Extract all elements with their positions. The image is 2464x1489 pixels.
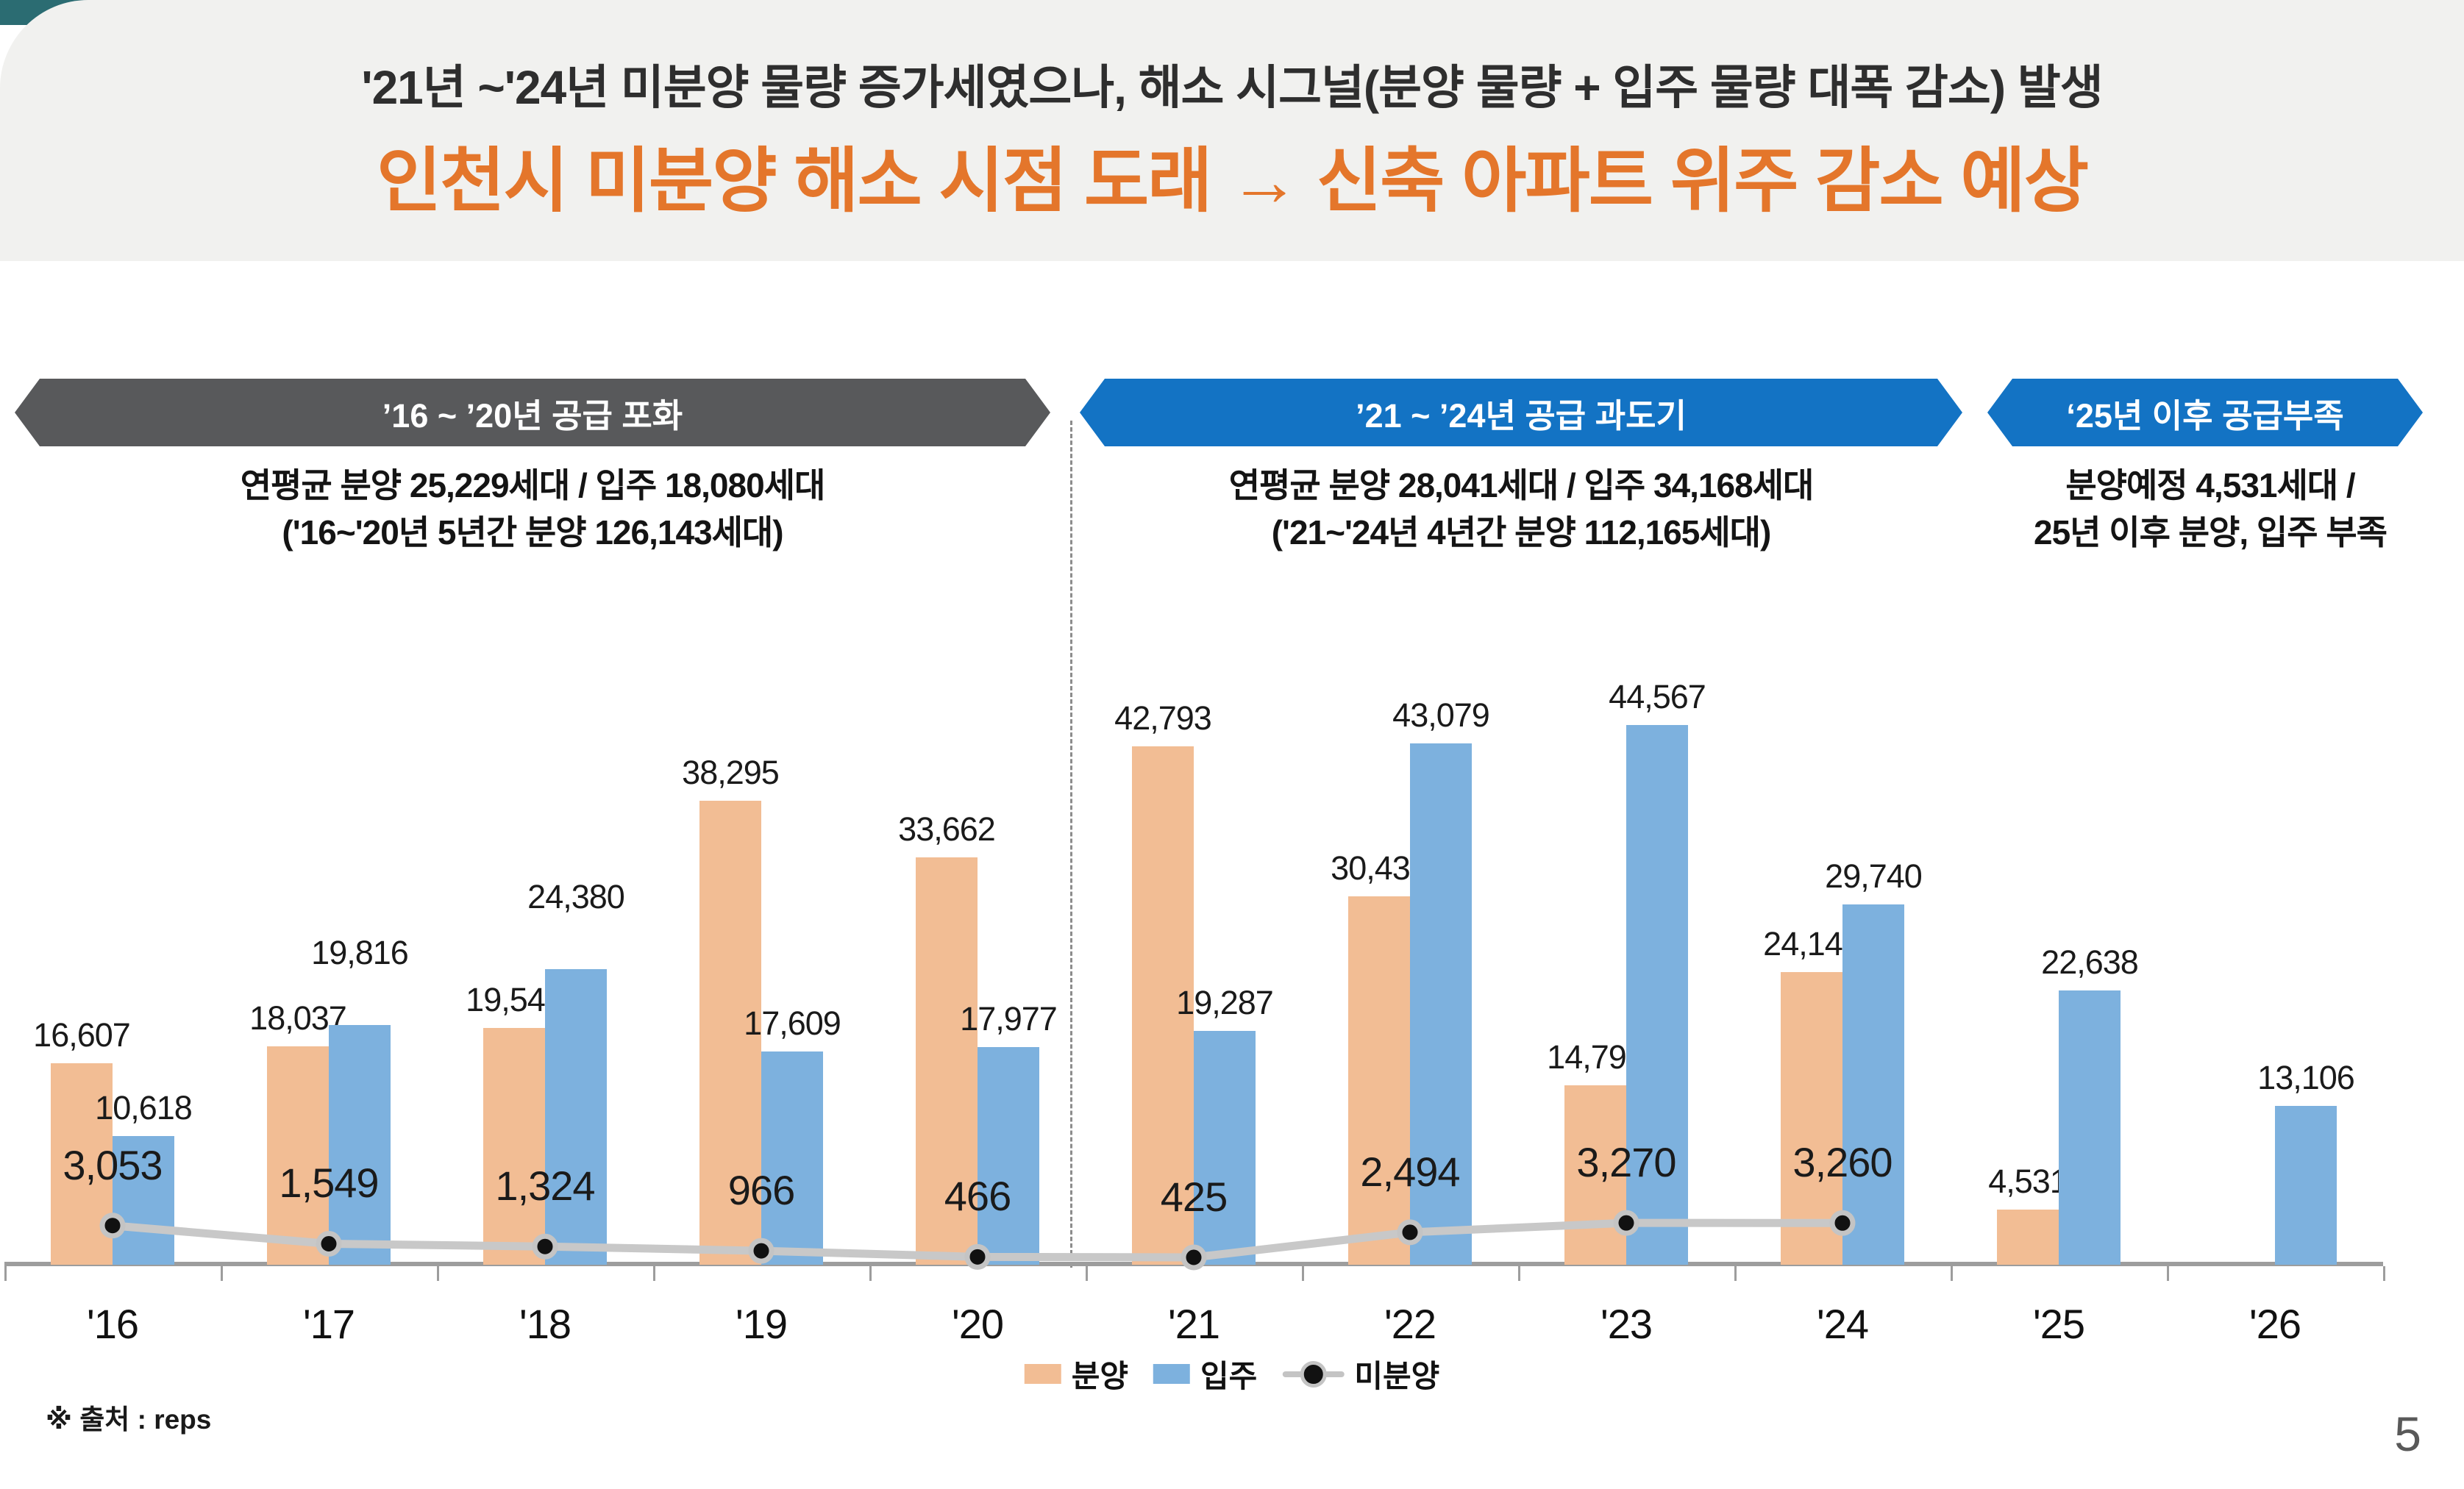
bar-ipju [2059, 990, 2121, 1265]
legend-line-icon [1282, 1360, 1345, 1388]
x-axis-label: '17 [303, 1301, 355, 1347]
bar-bunyang [1132, 746, 1194, 1265]
x-axis-tick [437, 1266, 439, 1281]
x-axis-label: '24 [1817, 1301, 1869, 1347]
bar-value-label: 16,607 [33, 1016, 131, 1054]
x-axis-label: '26 [2249, 1301, 2301, 1347]
banner-supply-saturation: ’16 ~ ’20년 공급 포화 [15, 379, 1050, 446]
period-divider-dashed-line [1070, 421, 1072, 1268]
banner-subtitle-3: 분양예정 4,531세대 / 25년 이후 분양, 입주 부족 [1956, 462, 2464, 556]
bar-ipju [545, 969, 607, 1265]
x-axis-tick [1518, 1266, 1520, 1281]
banner-subtitle-2: 연평균 분양 28,041세대 / 입주 34,168세대 ('21~'24년 … [1080, 462, 1962, 556]
x-axis-label: '25 [2033, 1301, 2085, 1347]
bar-bunyang [1997, 1210, 2059, 1265]
x-axis-tick [1951, 1266, 1953, 1281]
subtitle-line: 연평균 분양 28,041세대 / 입주 34,168세대 [1228, 466, 1815, 504]
banner-label: ’16 ~ ’20년 공급 포화 [382, 396, 683, 435]
x-axis-tick [2383, 1266, 2385, 1281]
bar-ipju [1842, 904, 1904, 1265]
x-axis-label: '20 [952, 1301, 1004, 1347]
bar-value-label: 4,531 [1988, 1163, 2068, 1201]
bar-value-label: 19,816 [311, 933, 409, 971]
line-value-label: 3,053 [63, 1141, 163, 1188]
bar-ipju [761, 1051, 823, 1265]
bar-value-label: 42,793 [1114, 699, 1212, 738]
subtitle-line: 연평균 분양 25,229세대 / 입주 18,080세대 [240, 466, 826, 504]
x-axis-tick [653, 1266, 655, 1281]
x-axis-label: '23 [1600, 1301, 1653, 1347]
bar-value-label: 33,662 [898, 810, 996, 848]
bar-value-label: 44,567 [1609, 678, 1706, 715]
banner-supply-shortage: ‘25년 이후 공급부족 [1987, 379, 2423, 446]
line-value-label: 1,324 [495, 1163, 595, 1210]
legend-swatch [1024, 1364, 1061, 1384]
bar-ipju [2275, 1106, 2337, 1265]
chart-legend: 분양 입주 미분양 [1024, 1351, 1439, 1396]
bar-value-label: 13,106 [2257, 1059, 2355, 1097]
legend-item: 입주 [1153, 1351, 1257, 1396]
subtitle-line: 분양예정 4,531세대 / [2065, 466, 2355, 504]
banner-label: ‘25년 이후 공급부족 [2066, 396, 2344, 435]
bar-ipju [1410, 743, 1472, 1265]
x-axis-label: '21 [1168, 1301, 1220, 1347]
line-value-label: 3,270 [1576, 1139, 1676, 1186]
legend-label: 미분양 [1354, 1359, 1440, 1393]
bar-value-label: 43,079 [1392, 696, 1490, 734]
bar-value-label: 29,740 [1825, 857, 1923, 896]
legend-item: 분양 [1024, 1351, 1129, 1396]
bar-value-label: 22,638 [2041, 943, 2139, 982]
bar-value-label: 17,977 [960, 999, 1058, 1038]
bar-ipju [1194, 1031, 1256, 1265]
x-axis-tick [1086, 1266, 1088, 1281]
subtitle-line: ('16~'20년 5년간 분양 126,143세대) [282, 513, 783, 551]
source-note: ※ 출처 : reps [46, 1404, 212, 1435]
x-axis-tick [4, 1266, 7, 1281]
x-axis-tick [1302, 1266, 1304, 1281]
line-value-label: 3,260 [1792, 1139, 1892, 1186]
bar-value-label: 17,609 [744, 1004, 841, 1042]
x-axis-label: '22 [1384, 1301, 1436, 1347]
line-value-label: 1,549 [279, 1160, 379, 1207]
banner-supply-transition: ’21 ~ ’24년 공급 과도기 [1080, 379, 1962, 446]
legend-label: 입주 [1200, 1359, 1258, 1393]
bar-bunyang [483, 1028, 545, 1265]
bar-value-label: 38,295 [682, 754, 780, 792]
bar-value-label: 19,287 [1176, 984, 1274, 1022]
x-axis-tick [2167, 1266, 2169, 1281]
legend-label: 분양 [1071, 1359, 1129, 1393]
bar-value-label: 10,618 [95, 1089, 193, 1127]
x-axis-tick [221, 1266, 223, 1281]
bar-value-label: 24,380 [527, 878, 625, 916]
slide-title: 인천시 미분양 해소 시점 도래 → 신축 아파트 위주 감소 예상 [376, 142, 2089, 221]
bar-ipju [1626, 725, 1688, 1265]
bar-bunyang [916, 857, 978, 1265]
line-value-label: 2,494 [1360, 1148, 1460, 1195]
x-axis-label: '16 [87, 1301, 139, 1347]
legend-item: 미분양 [1282, 1351, 1439, 1396]
header-band [0, 0, 2464, 261]
bar-bunyang [1348, 896, 1410, 1265]
bar-ipju [978, 1046, 1039, 1265]
banner-subtitle-1: 연평균 분양 25,229세대 / 입주 18,080세대 ('16~'20년 … [15, 462, 1050, 556]
x-axis-tick [1734, 1266, 1737, 1281]
x-axis-label: '19 [736, 1301, 788, 1347]
bar-ipju [329, 1024, 391, 1265]
line-value-label: 966 [727, 1167, 795, 1214]
banner-label: ’21 ~ ’24년 공급 과도기 [1356, 396, 1687, 435]
bar-bunyang [267, 1046, 329, 1265]
page-number: 5 [2394, 1407, 2421, 1461]
line-value-label: 425 [1160, 1174, 1228, 1220]
slide-subtitle: '21년 ~'24년 미분양 물량 증가세였으나, 해소 시그널(분양 물량 +… [361, 61, 2103, 114]
bar-bunyang [1781, 972, 1842, 1265]
subtitle-line: 25년 이후 분양, 입주 부족 [2034, 513, 2388, 551]
subtitle-line: ('21~'24년 4년간 분양 112,165세대) [1271, 513, 1772, 551]
line-value-label: 466 [944, 1173, 1011, 1220]
x-axis-label: '18 [519, 1301, 572, 1347]
bar-bunyang [699, 801, 761, 1265]
x-axis-tick [869, 1266, 872, 1281]
legend-swatch [1153, 1364, 1191, 1384]
